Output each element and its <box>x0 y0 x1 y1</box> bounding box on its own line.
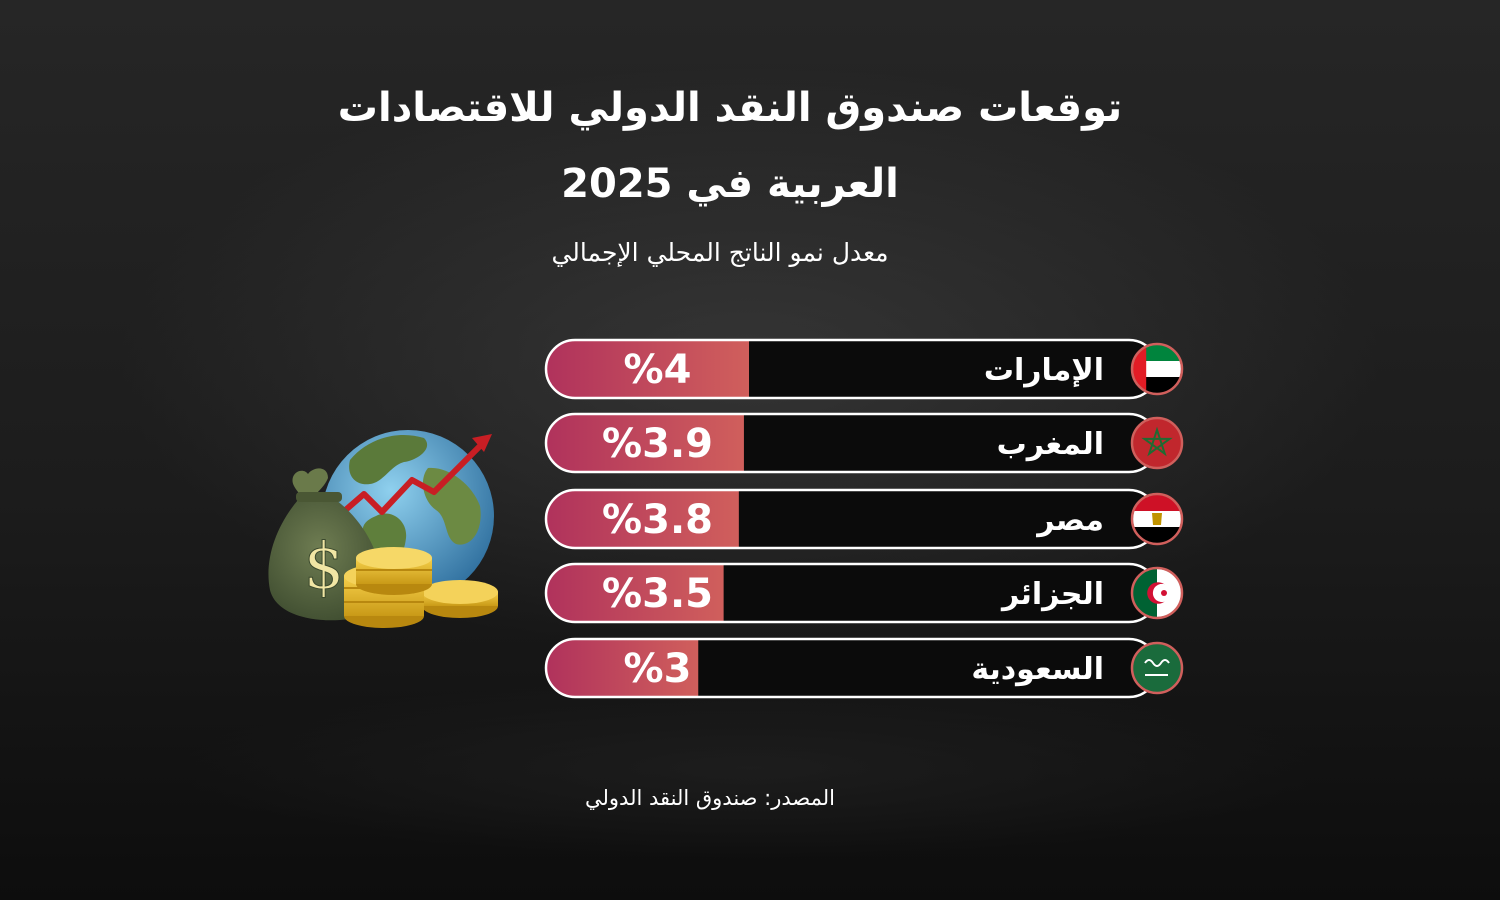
saudi-flag-icon <box>1133 644 1181 692</box>
flag-ring <box>1130 641 1184 695</box>
bar-row: %3.5 الجزائر <box>544 562 1184 624</box>
source-note: المصدر: صندوق النقد الدولي <box>585 786 835 810</box>
chart-subtitle: معدل نمو الناتج المحلي الإجمالي <box>551 238 889 267</box>
value-label: %3.5 <box>602 571 713 617</box>
value-bar <box>546 414 744 472</box>
egypt-flag-icon <box>1133 495 1181 543</box>
value-bar <box>546 340 749 398</box>
bar-row-background <box>546 639 1158 697</box>
value-label: %3 <box>624 646 692 692</box>
category-label: السعودية <box>971 652 1104 687</box>
background-floor-shadow <box>0 680 1500 900</box>
bar-row: %3.8 مصر <box>544 488 1184 550</box>
category-label: مصر <box>1035 503 1104 538</box>
bar-row: %3 السعودية <box>544 637 1184 699</box>
flag-ring <box>1130 492 1184 546</box>
bar-row: %3.9 المغرب <box>544 412 1184 474</box>
value-bar <box>546 564 724 622</box>
category-label: الجزائر <box>1000 577 1104 612</box>
flag-ring <box>1130 342 1184 396</box>
value-bar <box>546 490 739 548</box>
svg-text:$: $ <box>304 530 345 604</box>
morocco-flag-icon <box>1133 419 1181 467</box>
category-label: الإمارات <box>984 353 1104 388</box>
chart-title-line-1: توقعات صندوق النقد الدولي للاقتصادات <box>337 85 1123 131</box>
money-bag-globe-growth-icon: $ <box>268 430 498 628</box>
value-label: %4 <box>624 347 692 393</box>
value-label: %3.8 <box>602 497 713 543</box>
flag-ring <box>1130 416 1184 470</box>
bar-row: %4 الإمارات <box>544 338 1184 400</box>
category-label: المغرب <box>997 427 1104 462</box>
flag-ring <box>1130 566 1184 620</box>
chart-title-line-2: العربية في 2025 <box>561 161 899 207</box>
value-bar <box>546 639 699 697</box>
value-label: %3.9 <box>602 421 713 467</box>
